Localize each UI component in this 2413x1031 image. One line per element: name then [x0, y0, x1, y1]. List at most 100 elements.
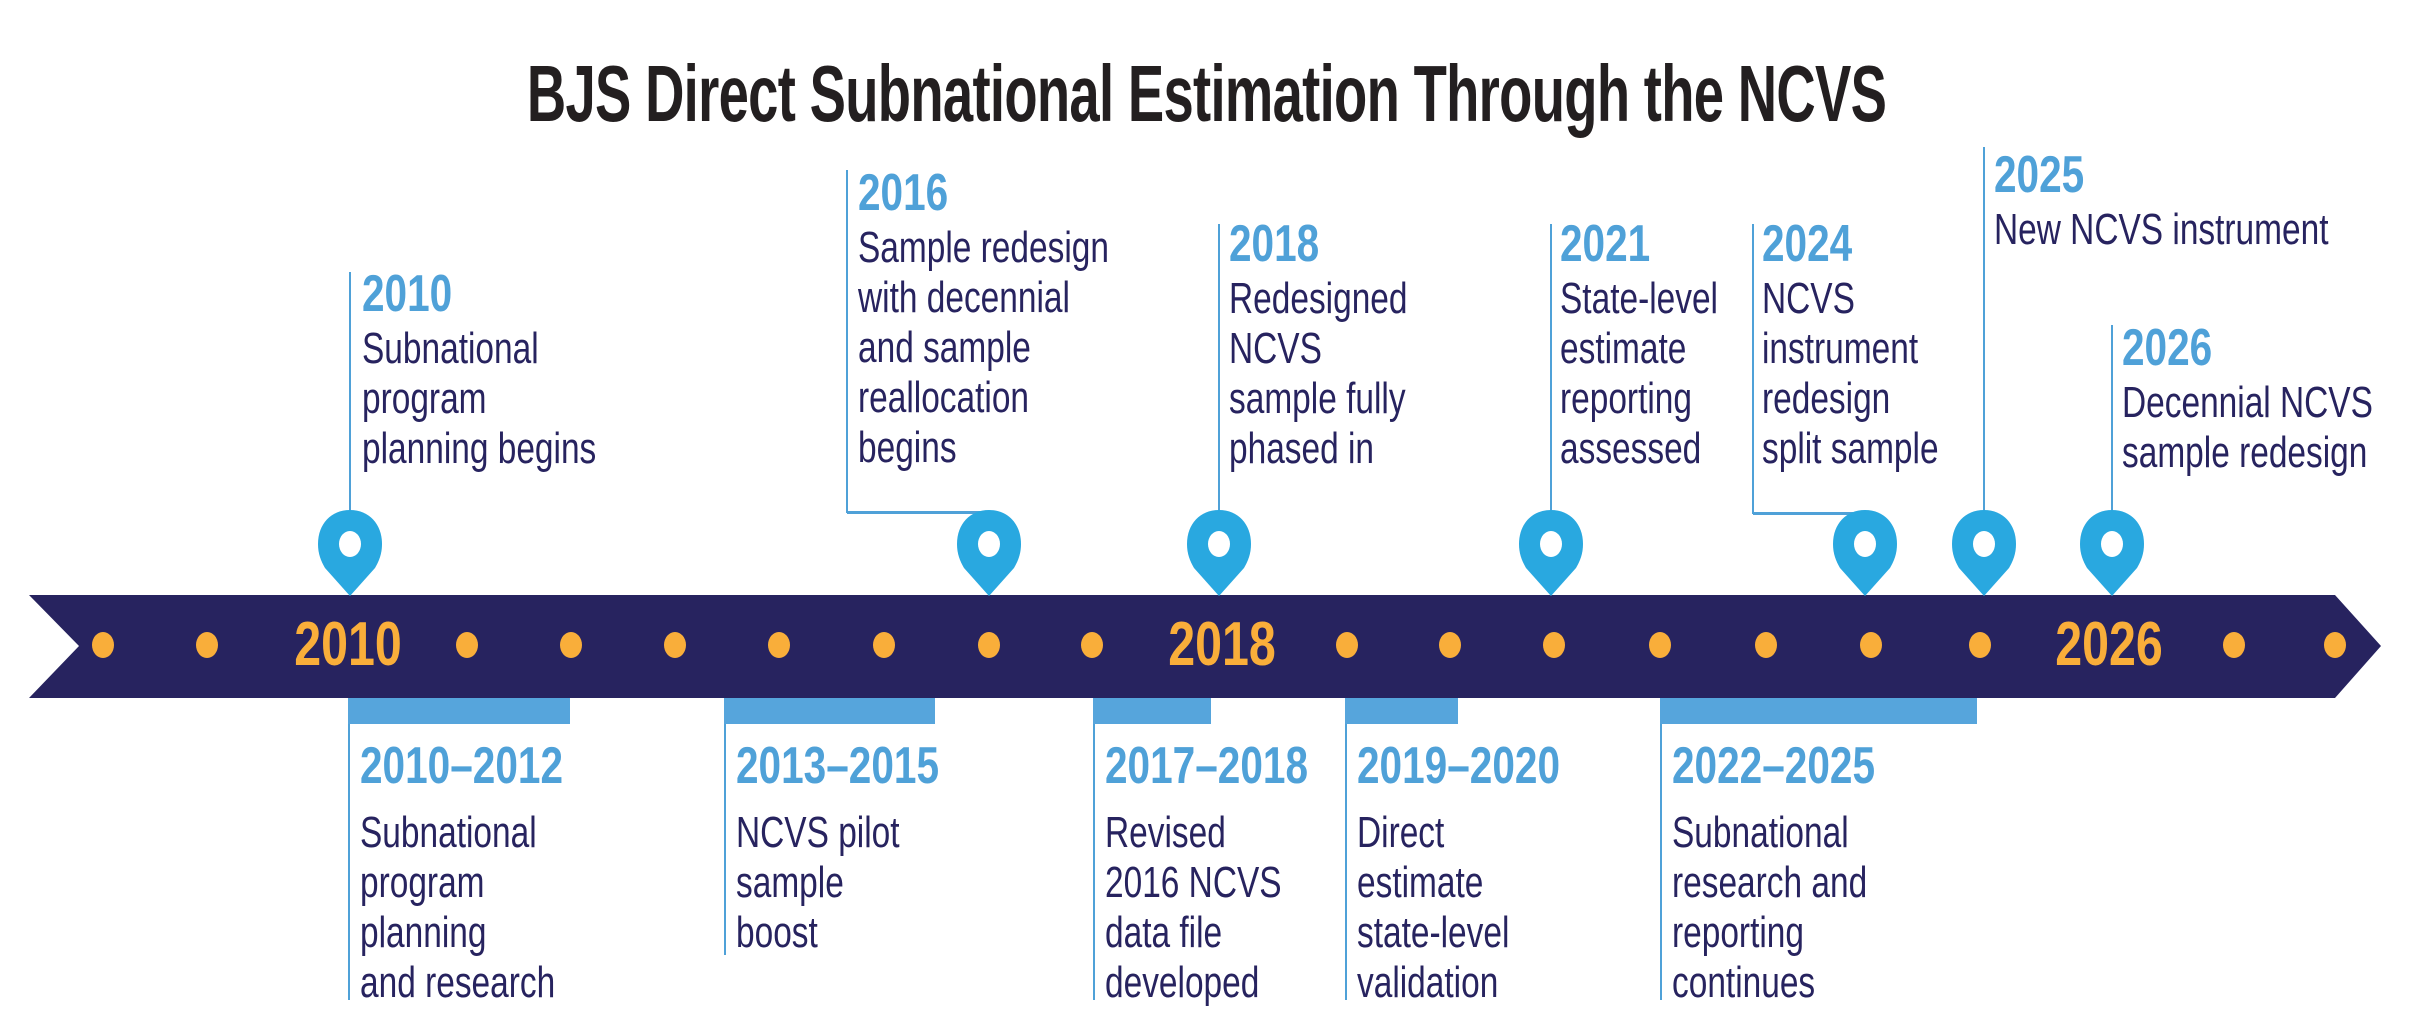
timeline-dot: [1336, 632, 1358, 658]
description-line: Subnational: [360, 808, 537, 857]
map-pin-icon: [2079, 510, 2145, 596]
milestone: 2026 Decennial NCVS sample redesign: [2122, 318, 2413, 478]
leader-line: [1550, 224, 1552, 512]
milestone: 2025 New NCVS instrument: [1994, 145, 2413, 255]
milestone: 2016 Sample redesign with decennial and sam…: [858, 163, 1188, 473]
description-line: split sample: [1762, 424, 1939, 473]
period: 2019–2020 Direct estimate state-level valida…: [1357, 736, 1617, 1008]
description-line: and sample: [858, 323, 1031, 372]
period-line: [724, 724, 726, 955]
period-line: [1093, 724, 1095, 1000]
period: 2022–2025 Subnational research and reportin…: [1672, 736, 1932, 1008]
map-pin-icon: [1186, 510, 1252, 596]
period-description: NCVS pilot sample boost: [736, 808, 934, 958]
description-line: program: [360, 858, 485, 907]
description-line: planning: [360, 908, 487, 957]
timeline-dot: [196, 632, 218, 658]
map-pin-icon: [956, 510, 1022, 596]
milestone-description: Sample redesign with decennial and sample r…: [858, 223, 1109, 473]
timeline-dot: [456, 632, 478, 658]
milestone-year: 2025: [1994, 146, 2085, 204]
timeline-arrow: [29, 595, 2381, 698]
period-description: Revised 2016 NCVS data file developed: [1105, 808, 1303, 1008]
description-line: reporting: [1672, 908, 1804, 957]
timeline-dot: [1755, 632, 1777, 658]
band-year-label: 2018: [1168, 610, 1276, 679]
milestone: 2010 Subnational program planning begins: [362, 264, 670, 474]
timeline-dot: [1969, 632, 1991, 658]
milestone: 2021 State-level estimate reporting assessed: [1560, 214, 1768, 474]
leader-line: [847, 511, 989, 514]
leader-line: [349, 272, 351, 512]
period: 2017–2018 Revised 2016 NCVS data file develo…: [1105, 736, 1365, 1008]
period-bar: [1660, 698, 1977, 724]
leader-line: [1753, 512, 1865, 515]
milestone-description: NCVS instrument redesign split sample: [1762, 274, 1939, 474]
description-line: with decennial: [858, 273, 1070, 322]
description-line: NCVS: [1762, 274, 1855, 323]
description-line: sample redesign: [2122, 428, 2368, 477]
milestone-year: 2018: [1229, 215, 1320, 273]
period-bar: [724, 698, 935, 724]
milestone-description: Subnational program planning begins: [362, 324, 596, 474]
description-line: developed: [1105, 958, 1260, 1007]
description-line: sample fully: [1229, 374, 1406, 423]
description-line: New NCVS instrument: [1994, 205, 2329, 254]
leader-line: [1752, 224, 1754, 514]
milestone-year: 2026: [2122, 319, 2213, 377]
description-line: sample: [736, 858, 844, 907]
period-description: Direct estimate state-level validation: [1357, 808, 1555, 1008]
timeline-dot: [1081, 632, 1103, 658]
timeline-dot: [873, 632, 895, 658]
description-line: boost: [736, 908, 818, 957]
period-description: Subnational research and reporting continue…: [1672, 808, 1870, 1008]
leader-line: [2111, 325, 2113, 512]
description-line: NCVS pilot: [736, 808, 900, 857]
milestone-year: 2016: [858, 164, 949, 222]
period-bar: [1345, 698, 1458, 724]
description-line: instrument: [1762, 324, 1919, 373]
description-line: Redesigned: [1229, 274, 1408, 323]
description-line: Revised: [1105, 808, 1226, 857]
milestone-year: 2024: [1762, 215, 1853, 273]
map-pin-icon: [1518, 510, 1584, 596]
timeline-dot: [664, 632, 686, 658]
timeline-dot: [2223, 632, 2245, 658]
description-line: program: [362, 374, 487, 423]
description-line: reporting: [1560, 374, 1692, 423]
milestone-description: Decennial NCVS sample redesign: [2122, 378, 2373, 478]
leader-line: [1218, 224, 1220, 512]
description-line: Subnational: [1672, 808, 1849, 857]
description-line: Sample redesign: [858, 223, 1109, 272]
period-years: 2013–2015: [736, 737, 940, 795]
description-line: data file: [1105, 908, 1223, 957]
band-year-label: 2010: [294, 610, 402, 679]
milestone-description: New NCVS instrument: [1994, 205, 2329, 255]
milestone-description: Redesigned NCVS sample fully phased in: [1229, 274, 1407, 474]
leader-line: [846, 170, 848, 513]
timeline-dot: [1649, 632, 1671, 658]
description-line: State-level: [1560, 274, 1718, 323]
leader-line: [1983, 147, 1985, 512]
period-bar: [1093, 698, 1211, 724]
period-bar: [348, 698, 570, 724]
description-line: research and: [1672, 858, 1868, 907]
description-line: 2016 NCVS: [1105, 858, 1282, 907]
period-line: [1345, 724, 1347, 1000]
description-line: Subnational: [362, 324, 539, 373]
description-line: and research: [360, 958, 556, 1007]
description-line: Decennial NCVS: [2122, 378, 2373, 427]
period-years: 2010–2012: [360, 737, 564, 795]
description-line: reallocation: [858, 373, 1030, 422]
period: 2010–2012 Subnational program planning and r…: [360, 736, 620, 1008]
title: BJS Direct Subnational Estimation Throug…: [0, 48, 2413, 140]
description-line: estimate: [1357, 858, 1484, 907]
timeline-dot: [768, 632, 790, 658]
description-line: planning begins: [362, 424, 597, 473]
timeline-dot: [92, 632, 114, 658]
period-years: 2019–2020: [1357, 737, 1561, 795]
period-line: [1660, 724, 1662, 1000]
map-pin-icon: [1832, 510, 1898, 596]
timeline-dot: [2324, 632, 2346, 658]
